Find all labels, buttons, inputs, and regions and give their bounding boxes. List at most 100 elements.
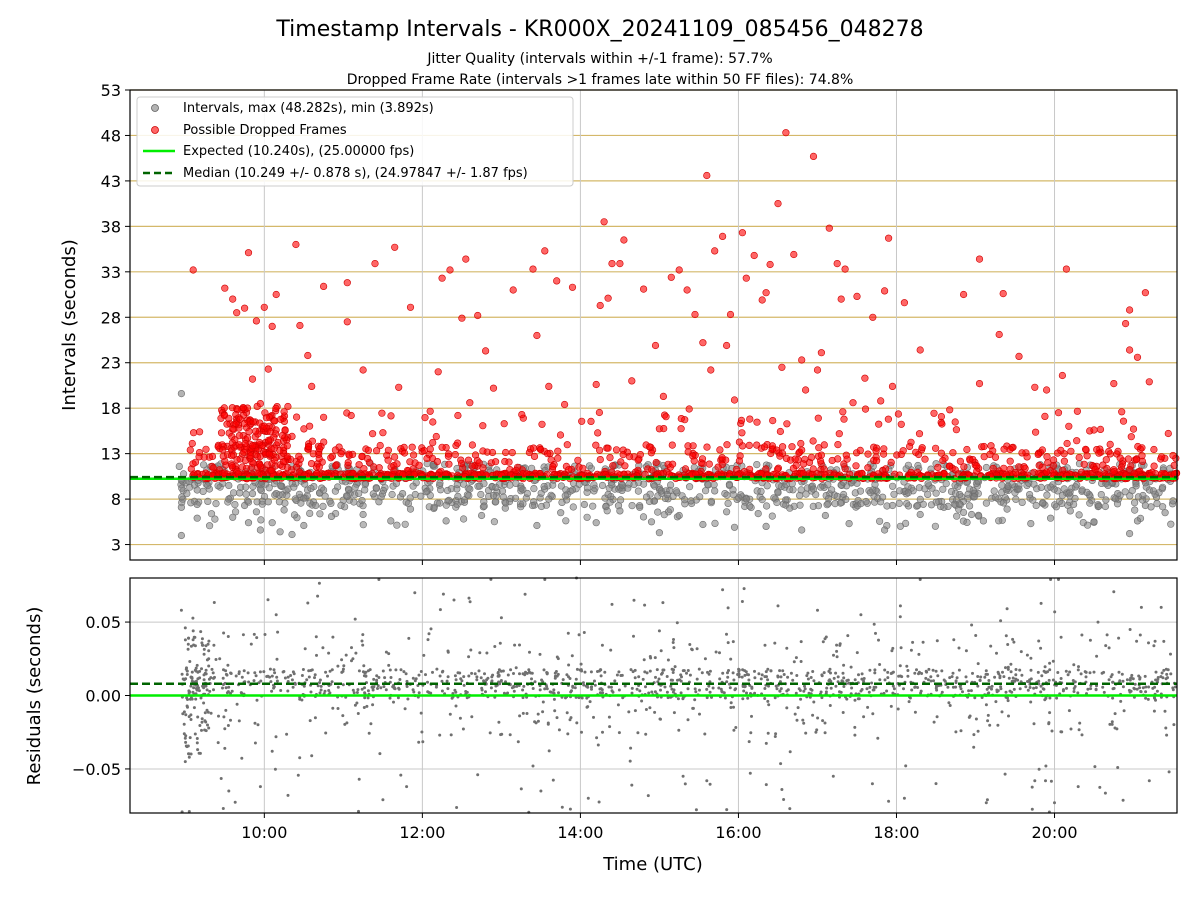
residual-point [1113,712,1117,716]
dropped-frame-point [512,466,520,474]
residual-point [657,677,661,681]
interval-point [999,499,1008,507]
interval-point [997,488,1006,497]
dropped-frame-point [379,429,387,437]
dropped-frame-point [722,341,731,350]
residual-point [454,704,458,708]
residual-point [318,691,322,695]
dropped-frame-point [217,429,226,437]
residual-point [694,690,698,694]
interval-point [921,485,929,493]
dropped-frame-point [621,462,629,470]
residual-point [427,632,431,636]
dropped-frame-point [248,375,257,383]
dropped-frame-point [1106,440,1114,449]
residual-point [1098,785,1102,789]
residual-point [726,641,730,645]
residual-point [792,660,796,664]
residual-point [743,673,747,677]
dropped-frame-point [840,415,848,423]
residual-point [996,689,1000,693]
interval-point [249,482,257,491]
dropped-frame-point [685,405,693,413]
interval-point [634,487,643,495]
residual-point [1007,676,1011,680]
residual-point [935,639,939,643]
interval-point [798,526,806,534]
dropped-frame-point [698,455,707,463]
residual-point [1055,696,1059,700]
residual-point [240,756,244,760]
residual-point [350,659,353,663]
interval-point [1030,480,1038,488]
interval-point [523,489,532,498]
interval-point [904,461,913,469]
interval-point [1078,486,1086,494]
residual-point [859,613,863,617]
residual-point [482,679,486,683]
residual-point [498,641,502,645]
dropped-frame-point [249,418,257,426]
residual-point [984,669,988,673]
dropped-frame-point [1164,429,1172,438]
residual-point [253,721,257,725]
interval-point [687,497,695,505]
interval-point [1075,511,1083,519]
residual-point [698,712,701,716]
residual-point [342,664,346,668]
residual-point [785,646,789,650]
residual-point [1153,696,1157,700]
dropped-frame-point [703,443,711,451]
residual-point [599,674,603,678]
residual-point [609,648,613,652]
dropped-frame-point [742,274,750,282]
dropped-frame-point [778,443,787,451]
residual-point [954,679,958,683]
interval-point [823,501,831,509]
dropped-frame-point [841,265,849,273]
residual-point [1093,765,1097,769]
residual-point [955,676,959,680]
dropped-frame-point [1042,468,1051,476]
residual-point [1147,779,1151,783]
dropped-frame-point [305,442,313,451]
residual-point [872,688,876,692]
interval-point [241,501,249,510]
dropped-frame-point [200,453,208,461]
dropped-frame-point [365,458,374,467]
residual-point [721,671,725,675]
interval-point [193,514,201,522]
residual-point [480,686,484,690]
dropped-frame-point [809,465,817,473]
dropped-frame-point [677,425,685,433]
residual-point [595,736,599,740]
dropped-frame-point [667,273,675,281]
residual-point [365,704,369,708]
residual-point [1107,678,1111,682]
residual-point [831,774,835,778]
dropped-frame-point [753,441,761,449]
interval-point [207,510,216,518]
residual-point [876,736,880,740]
residual-point [190,697,194,701]
interval-point [616,507,624,515]
residual-point [324,670,328,674]
residual-point [448,712,452,716]
interval-point [762,502,771,510]
dropped-frame-point [492,458,500,466]
residual-point [242,669,246,673]
residual-point [327,651,331,655]
residual-point [961,690,964,694]
residual-point [597,800,601,804]
residual-point [707,672,711,676]
residual-point [1044,779,1047,783]
dropped-frame-point [223,420,231,428]
interval-point [280,506,288,514]
residual-point [200,717,204,721]
interval-point [955,500,963,508]
dropped-frame-point [1073,407,1081,415]
interval-point [775,481,783,489]
interval-point [206,522,214,530]
dropped-frame-point [359,366,367,374]
dropped-frame-point [1095,449,1103,457]
